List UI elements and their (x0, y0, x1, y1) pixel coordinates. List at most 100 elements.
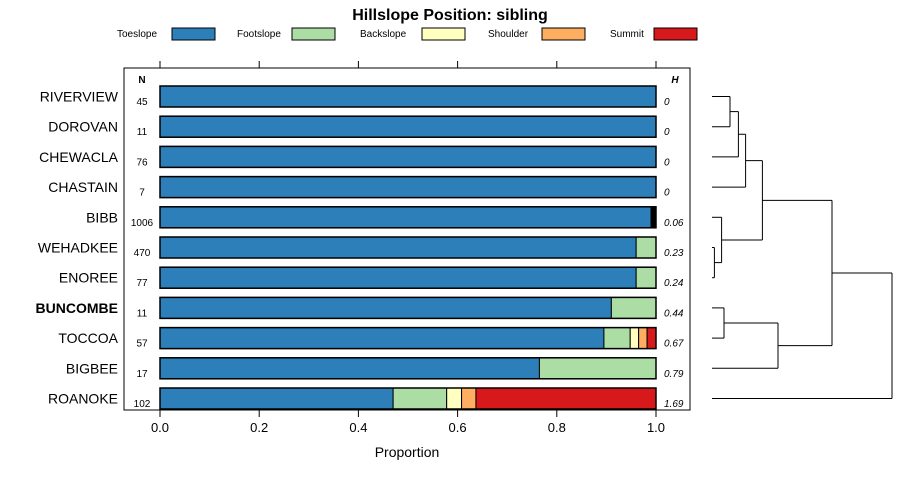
h-value: 0.06 (664, 218, 684, 229)
bar-outline (159, 357, 657, 380)
row-bigbee: BIGBEE 17 0.79 (66, 357, 684, 380)
row-chewacla: CHEWACLA 76 0 (39, 145, 670, 169)
x-tick-label: 0.6 (449, 420, 467, 435)
category-label: DOROVAN (48, 119, 118, 135)
bar-segment-backslope (446, 387, 463, 410)
bar-outline (159, 206, 657, 229)
bar-outline (159, 175, 657, 199)
n-value: 17 (136, 369, 148, 380)
n-value: 102 (134, 399, 151, 410)
legend-swatch-shoulder (541, 27, 586, 41)
bar-outline (159, 326, 657, 350)
n-value: 1006 (131, 218, 154, 229)
legend: Toeslope Footslope Backslope Shoulder Summit (117, 27, 698, 41)
category-label: CHEWACLA (39, 149, 118, 165)
category-label: WEHADKEE (38, 240, 118, 256)
n-value: 7 (139, 188, 145, 199)
bar-segment-toeslope (159, 115, 657, 138)
bar-outline (159, 266, 657, 289)
row-wehadkee: WEHADKEE 470 0.23 (38, 236, 684, 259)
row-chastain: CHASTAIN 7 0 (48, 175, 670, 199)
legend-label-backslope: Backslope (360, 29, 407, 40)
h-value: 0.24 (664, 278, 684, 289)
bar-outline (159, 387, 657, 410)
category-label: BIBB (86, 209, 118, 225)
x-tick-label: 0.4 (349, 420, 367, 435)
legend-label-summit: Summit (610, 29, 644, 40)
n-value: 77 (136, 278, 148, 289)
legend-swatch-summit (653, 27, 698, 41)
row-roanoke: ROANOKE 102 1.69 (48, 387, 684, 410)
bar-segment-footslope (603, 327, 631, 350)
bar-outline (159, 296, 657, 320)
h-value: 1.69 (664, 399, 684, 410)
legend-label-toeslope: Toeslope (117, 29, 157, 40)
legend-swatch-toeslope (171, 27, 216, 41)
row-riverview: RIVERVIEW 45 0 (40, 85, 670, 108)
n-column-header: N (138, 75, 145, 86)
bar-segment-toeslope (159, 296, 612, 319)
h-value: 0.79 (664, 369, 684, 380)
category-label: CHASTAIN (48, 179, 118, 195)
bar-segment-toeslope (159, 266, 637, 289)
bar-segment-toeslope (159, 85, 657, 108)
category-label: ROANOKE (48, 391, 118, 407)
row-bibb: BIBB 1006 0.06 (86, 206, 684, 229)
bar-segment-footslope (538, 357, 657, 380)
bar-outline (159, 115, 657, 138)
legend-label-shoulder: Shoulder (488, 29, 529, 40)
legend-label-footslope: Footslope (237, 29, 281, 40)
category-label: BUNCOMBE (36, 300, 118, 316)
bar-segment-toeslope (159, 236, 637, 259)
n-value: 57 (136, 339, 148, 350)
h-value: 0.44 (664, 308, 684, 319)
dendrogram (712, 96, 893, 399)
h-value: 0 (664, 157, 670, 168)
x-axis-label: Proportion (375, 444, 440, 460)
bar-segment-toeslope (159, 206, 652, 229)
h-value: 0 (664, 127, 670, 138)
category-label: RIVERVIEW (40, 89, 119, 105)
bar-segment-footslope (610, 296, 657, 319)
bar-segment-shoulder (638, 327, 648, 350)
x-tick-label: 0.0 (151, 420, 169, 435)
row-buncombe: BUNCOMBE 11 0.44 (36, 296, 684, 320)
n-value: 76 (136, 157, 148, 168)
bar-outline (159, 85, 657, 108)
x-tick-label: 0.8 (548, 420, 566, 435)
h-value: 0.67 (664, 339, 684, 350)
h-column-header: H (671, 75, 679, 86)
x-tick-label: 1.0 (647, 420, 665, 435)
n-value: 45 (136, 97, 148, 108)
n-value: 11 (137, 127, 148, 138)
bar-segment-footslope (635, 266, 657, 289)
bar-outline (159, 145, 657, 169)
bar-segment-footslope (392, 387, 448, 410)
h-value: 0 (664, 188, 670, 199)
bar-segment-toeslope (159, 145, 657, 168)
bar-segment-summit (646, 327, 657, 350)
chart-title: Hillslope Position: sibling (352, 7, 548, 24)
row-toccoa: TOCCOA 57 0.67 (58, 326, 684, 350)
legend-swatch-backslope (421, 27, 466, 41)
row-dorovan: DOROVAN 11 0 (48, 115, 670, 138)
plot-frame (123, 67, 691, 411)
bar-segment-toeslope (159, 357, 540, 380)
x-tick-label: 0.2 (250, 420, 268, 435)
bar-segment-shoulder (461, 387, 477, 410)
category-label: BIGBEE (66, 360, 118, 376)
h-value: 0.23 (664, 248, 684, 259)
row-enoree: ENOREE 77 0.24 (59, 266, 684, 289)
bar-segment-toeslope (159, 387, 394, 410)
h-value: 0 (664, 97, 670, 108)
bar-segment-footslope (635, 236, 657, 259)
legend-swatch-footslope (291, 27, 336, 41)
bar-segment-toeslope (159, 327, 605, 350)
bar-segment-backslope (629, 327, 640, 350)
x-axis: 0.0 0.2 0.4 0.6 0.8 1.0 (151, 61, 665, 435)
n-value: 470 (134, 248, 151, 259)
bar-outline (159, 236, 657, 259)
category-label: ENOREE (59, 270, 118, 286)
